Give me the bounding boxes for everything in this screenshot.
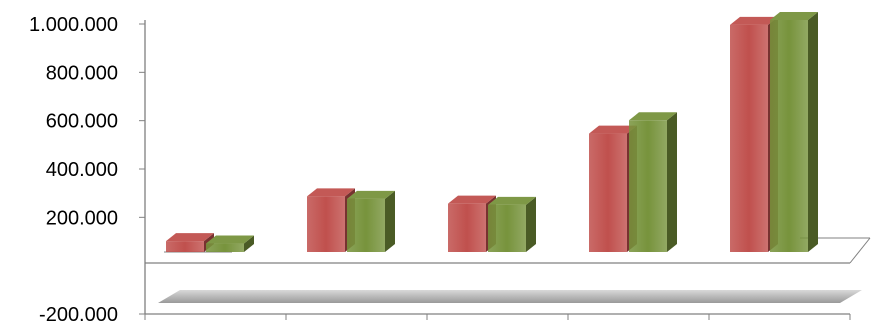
bar-side: [244, 235, 254, 252]
y-tick-labels: -200.000 200.000 400.000 600.000 800.000 1.00…: [29, 14, 118, 321]
bar-front: [166, 241, 204, 252]
bar: [488, 196, 536, 252]
y-tick-label: 1.000.000: [29, 14, 118, 36]
bar-top: [629, 112, 677, 121]
bar-front: [448, 203, 486, 252]
floor-shade: [158, 290, 862, 303]
bar-top: [730, 16, 778, 25]
bar-front: [730, 24, 768, 253]
y-tick-label: 200.000: [46, 207, 118, 229]
y-tick-label: -200.000: [39, 304, 118, 321]
bar-front: [629, 120, 667, 253]
bar-top: [347, 190, 395, 199]
bar-front: [589, 133, 627, 252]
bar-front: [206, 243, 244, 252]
bar-top: [488, 196, 536, 205]
bar-top: [589, 125, 637, 134]
bar: [206, 235, 254, 252]
bar-front: [770, 20, 808, 252]
bar-top: [206, 235, 254, 244]
y-tick-label: 800.000: [46, 62, 118, 84]
bar: [629, 112, 677, 253]
bar-side: [667, 112, 677, 253]
bar-top: [166, 233, 214, 242]
y-tick-label: 400.000: [46, 159, 118, 181]
y-tick-label: 600.000: [46, 111, 118, 133]
bar-side: [385, 190, 395, 252]
axes: [139, 20, 871, 320]
bar-front: [488, 204, 526, 252]
bar-front: [307, 196, 345, 252]
chart-floor: [158, 290, 862, 303]
bar-front: [347, 198, 385, 252]
bar-side: [526, 196, 536, 252]
bar: [770, 12, 818, 252]
zero-plane-edge: [849, 237, 871, 264]
bar-top: [448, 195, 496, 204]
bar-top: [770, 12, 818, 20]
bar-side: [808, 12, 818, 252]
bar-top: [307, 188, 355, 197]
bars: [166, 12, 818, 253]
bar: [347, 190, 395, 252]
